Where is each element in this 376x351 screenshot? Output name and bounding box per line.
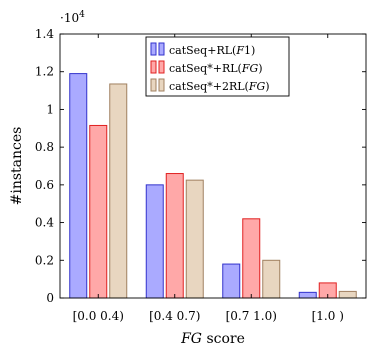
y-tick-label: 1.4 — [35, 27, 54, 41]
x-axis-ticks: [0.0 0.4) [0.4 0.7) [0.7 1.0) [1.0 ) — [73, 34, 344, 323]
bar-0-2 — [222, 263, 241, 299]
y-tick-label: 1.2 — [35, 65, 54, 79]
legend-entry-catseq-star-rl-fg: catSeq*+RL(FG) — [169, 62, 263, 75]
legend-entry-catseq-rl-f1: catSeq+RL(F1) — [169, 44, 255, 57]
bar-2-2 — [262, 259, 281, 299]
legend-swatch-a-0 — [150, 42, 157, 56]
x-tick-label: [0.7 1.0) — [226, 309, 277, 323]
y-tick-label: 0.4 — [35, 216, 54, 230]
bar-0-0 — [69, 73, 88, 299]
legend-swatch-b-0 — [158, 42, 165, 56]
legend-entry-catseq-star-2rl-fg: catSeq*+2RL(FG) — [169, 80, 270, 93]
bar-2-1 — [185, 179, 204, 299]
bar-1-1 — [165, 173, 184, 299]
y-tick-label: 0 — [46, 291, 54, 305]
legend: catSeq+RL(F1) catSeq*+RL(FG) catSeq*+2RL… — [145, 36, 290, 97]
y-tick-label: 0.6 — [35, 178, 54, 192]
y-tick-label: 1 — [46, 102, 54, 116]
y-axis-ticks: 0 0.2 0.4 0.6 0.8 1 1.2 1.4 — [35, 27, 366, 305]
x-tick-label: [1.0 ) — [312, 309, 344, 323]
plot-frame — [59, 33, 367, 299]
legend-swatch-b-1 — [158, 60, 165, 74]
x-axis-label: FG score — [180, 331, 245, 347]
bar-0-1 — [145, 184, 164, 299]
legend-swatches — [150, 42, 165, 92]
y-multiplier: ·104 — [60, 10, 85, 25]
bar-2-0 — [109, 83, 128, 299]
bar-0-3 — [298, 291, 317, 299]
x-axis-label-italic: FG — [180, 331, 202, 347]
legend-swatch-a-2 — [150, 78, 157, 92]
x-tick-label: [0.4 0.7) — [149, 309, 200, 323]
x-tick-label: [0.0 0.4) — [73, 309, 124, 323]
legend-swatch-b-2 — [158, 78, 165, 92]
legend-swatch-a-1 — [150, 60, 157, 74]
y-axis-label: #instances — [9, 127, 25, 206]
y-tick-label: 0.2 — [35, 253, 54, 267]
bar-1-2 — [242, 218, 261, 299]
legend-box — [145, 36, 290, 97]
bar-1-0 — [89, 124, 108, 299]
bars-layer — [69, 73, 357, 299]
x-axis-label-rest: score — [202, 331, 245, 347]
y-tick-label: 0.8 — [35, 140, 54, 154]
bar-2-3 — [338, 290, 357, 299]
